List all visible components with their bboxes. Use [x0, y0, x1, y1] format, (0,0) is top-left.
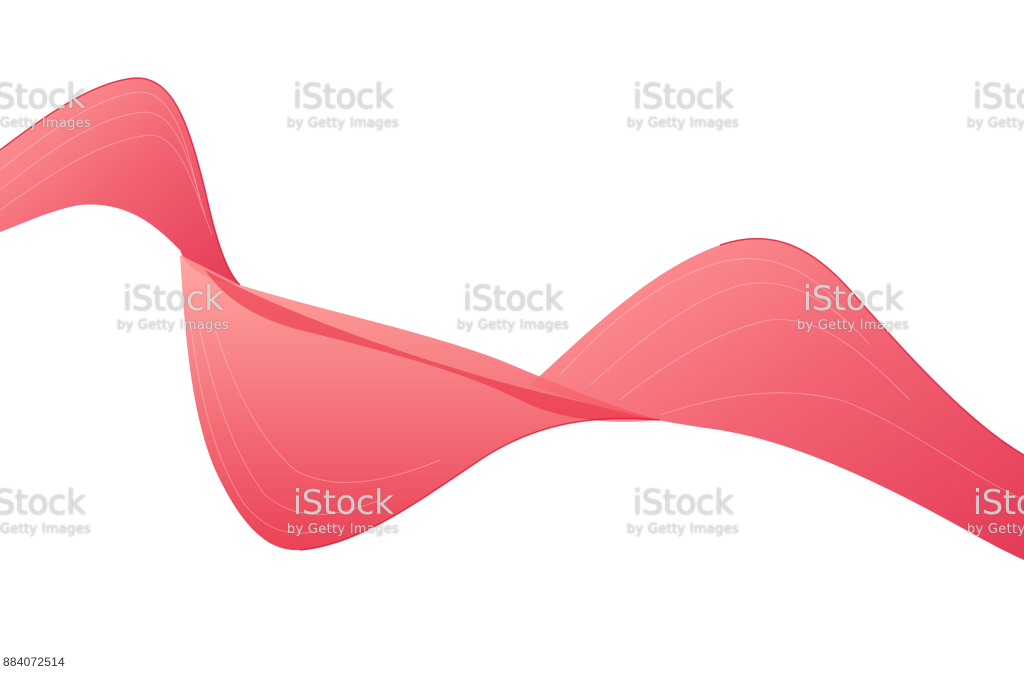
ribbon-edges — [0, 77, 1024, 551]
ribbon-threads — [0, 91, 1024, 534]
ribbon-rise-right — [530, 238, 1024, 560]
ribbon-fold-left — [0, 77, 240, 286]
stock-id-label: 884072514 — [0, 654, 68, 671]
